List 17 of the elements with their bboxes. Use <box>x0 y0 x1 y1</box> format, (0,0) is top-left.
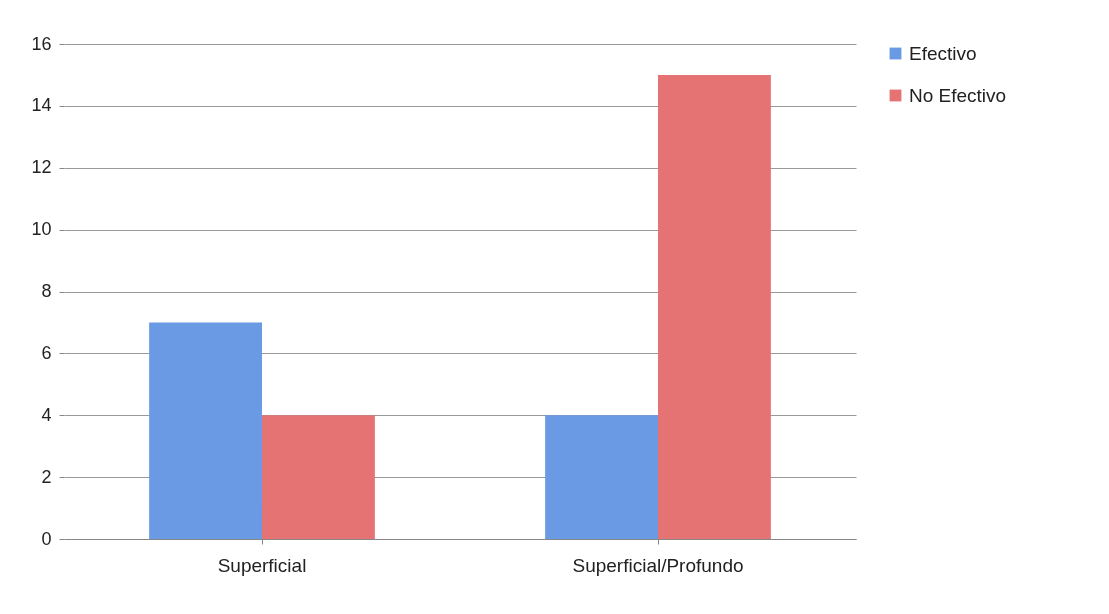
y-tick-label: 12 <box>31 157 52 178</box>
legend-label: No Efectivo <box>909 84 1007 106</box>
y-tick-label: 0 <box>41 528 52 549</box>
bar <box>262 415 375 539</box>
y-tick-label: 14 <box>31 95 52 116</box>
y-tick-label: 4 <box>41 404 52 425</box>
y-tick-label: 6 <box>41 342 52 363</box>
x-tick-label: Superficial/Profundo <box>572 554 744 576</box>
y-tick-label: 8 <box>41 281 52 301</box>
bar <box>658 74 771 539</box>
y-tick-label: 2 <box>41 466 52 487</box>
y-tick-label: 16 <box>31 33 52 54</box>
bar <box>545 415 658 539</box>
y-tick-label: 10 <box>31 219 52 240</box>
bar <box>149 322 262 539</box>
legend-label: Efectivo <box>909 42 977 64</box>
x-tick-label: Superficial <box>217 554 307 576</box>
